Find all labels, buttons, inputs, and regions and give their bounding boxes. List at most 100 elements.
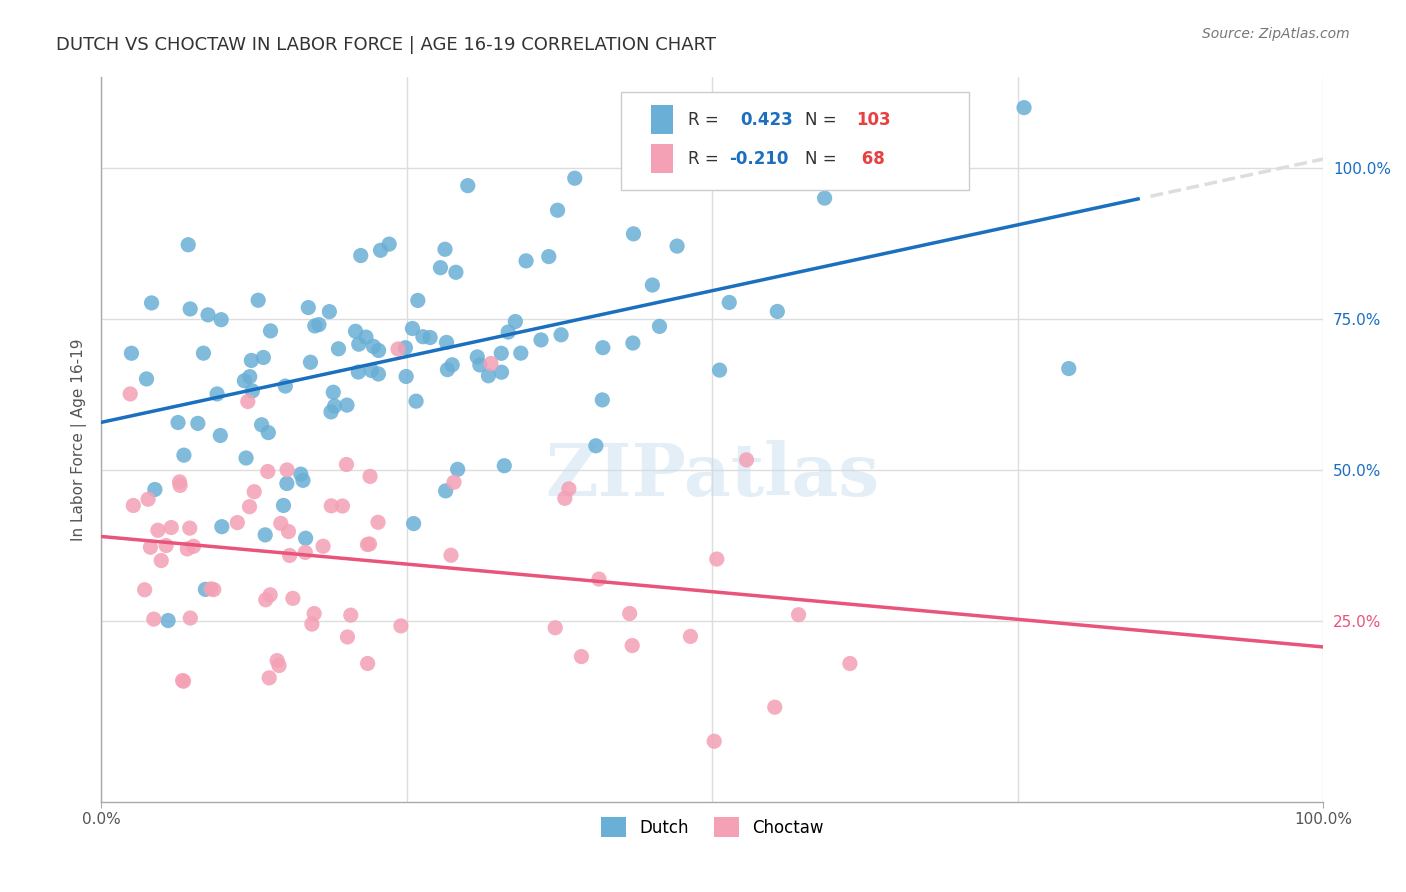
Point (637, 159, 659, 173)
Point (160, 520, 183, 534)
Point (664, 115, 686, 129)
Point (183, 539, 205, 553)
Point (387, 342, 409, 356)
Point (226, 516, 249, 530)
Point (554, 491, 576, 506)
Point (648, 319, 671, 334)
Point (276, 463, 298, 477)
Point (440, 548, 463, 562)
Point (233, 374, 256, 388)
Point (588, 572, 610, 586)
Point (294, 531, 316, 545)
Point (318, 304, 340, 318)
Point (281, 591, 304, 606)
Point (120, 346, 142, 360)
Point (276, 476, 298, 491)
Point (591, 392, 613, 407)
Point (585, 439, 607, 453)
Point (446, 462, 468, 476)
Point (412, 329, 434, 343)
Point (277, 524, 299, 539)
Point (169, 478, 191, 492)
Point (297, 301, 319, 315)
Point (544, 621, 567, 635)
Point (496, 325, 519, 339)
Point (259, 324, 281, 338)
Point (167, 416, 190, 430)
Point (405, 394, 427, 409)
Point (200, 582, 222, 596)
Point (266, 654, 288, 668)
Point (142, 612, 165, 626)
Point (135, 372, 157, 386)
Point (290, 467, 312, 482)
Point (247, 293, 270, 308)
Point (187, 417, 209, 431)
Point (344, 324, 367, 338)
Point (436, 335, 458, 350)
Point (766, 304, 789, 318)
Point (515, 253, 537, 268)
Point (254, 528, 277, 542)
Text: N =: N = (806, 150, 842, 168)
FancyBboxPatch shape (620, 92, 969, 190)
Point (434, 483, 457, 498)
Point (257, 425, 280, 440)
Text: -0.210: -0.210 (730, 150, 789, 168)
Point (197, 308, 219, 322)
Point (354, 330, 377, 344)
Point (350, 248, 373, 262)
Point (619, 607, 641, 621)
Point (378, 237, 401, 252)
Point (169, 475, 191, 489)
Point (176, 541, 198, 556)
Point (641, 278, 664, 293)
Point (444, 265, 467, 279)
Point (301, 617, 323, 632)
Point (304, 318, 326, 333)
Point (157, 614, 180, 628)
Point (172, 673, 194, 688)
Point (389, 619, 412, 633)
Point (571, 649, 593, 664)
Point (312, 539, 335, 553)
Point (360, 363, 382, 377)
Point (335, 458, 357, 472)
Point (419, 330, 441, 344)
Point (547, 203, 569, 218)
Point (274, 379, 297, 393)
Text: DUTCH VS CHOCTAW IN LABOR FORCE | AGE 16-19 CORRELATION CHART: DUTCH VS CHOCTAW IN LABOR FORCE | AGE 16… (56, 36, 716, 54)
Point (401, 321, 423, 335)
Point (367, 343, 389, 358)
Point (703, 734, 725, 748)
Point (402, 516, 425, 531)
Point (370, 244, 392, 258)
Point (666, 239, 689, 253)
Point (457, 178, 479, 193)
Point (252, 351, 274, 365)
Point (356, 657, 378, 671)
Point (491, 346, 513, 360)
Point (209, 428, 232, 442)
Point (243, 484, 266, 499)
Point (239, 369, 262, 384)
Point (718, 295, 741, 310)
Point (146, 523, 169, 537)
FancyBboxPatch shape (651, 145, 673, 173)
Point (367, 516, 389, 530)
Legend: Dutch, Choctaw: Dutch, Choctaw (595, 810, 830, 844)
Point (291, 474, 314, 488)
Point (122, 499, 145, 513)
Point (363, 339, 385, 353)
Point (294, 545, 316, 559)
Point (479, 357, 502, 371)
Point (179, 521, 201, 535)
FancyBboxPatch shape (651, 105, 673, 134)
Point (336, 398, 359, 412)
Point (257, 671, 280, 685)
Point (336, 630, 359, 644)
Point (433, 242, 456, 256)
Point (356, 537, 378, 551)
Point (394, 341, 416, 355)
Point (256, 465, 278, 479)
